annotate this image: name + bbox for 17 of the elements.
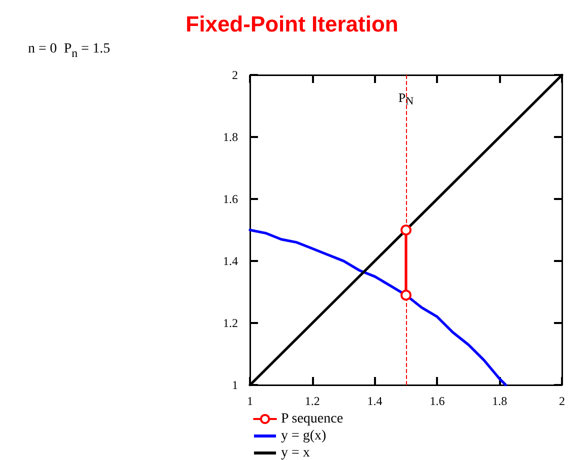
y-tick-label: 2: [232, 68, 238, 82]
x-tick-label: 1.2: [304, 394, 320, 408]
y-tick-label: 1.4: [223, 254, 238, 268]
y-tick-label: 1: [232, 378, 238, 392]
x-tick-label: 1.4: [367, 394, 382, 408]
legend-label: P sequence: [281, 412, 344, 426]
x-tick-label: 1.8: [492, 394, 508, 408]
y-tick-label: 1.2: [223, 316, 238, 330]
line-series: [248, 228, 508, 386]
legend-label: y = g(x): [281, 428, 327, 444]
x-tick-label: 2: [559, 394, 565, 408]
x-tick-label: 1.6: [430, 394, 445, 408]
y-tick-label: 1.8: [223, 130, 238, 144]
y-tick-label: 1.6: [223, 192, 238, 206]
x-tick-label: 1: [247, 394, 253, 408]
legend-label: y = x: [281, 446, 310, 460]
chart-title: Fixed-Point Iteration: [186, 12, 398, 36]
